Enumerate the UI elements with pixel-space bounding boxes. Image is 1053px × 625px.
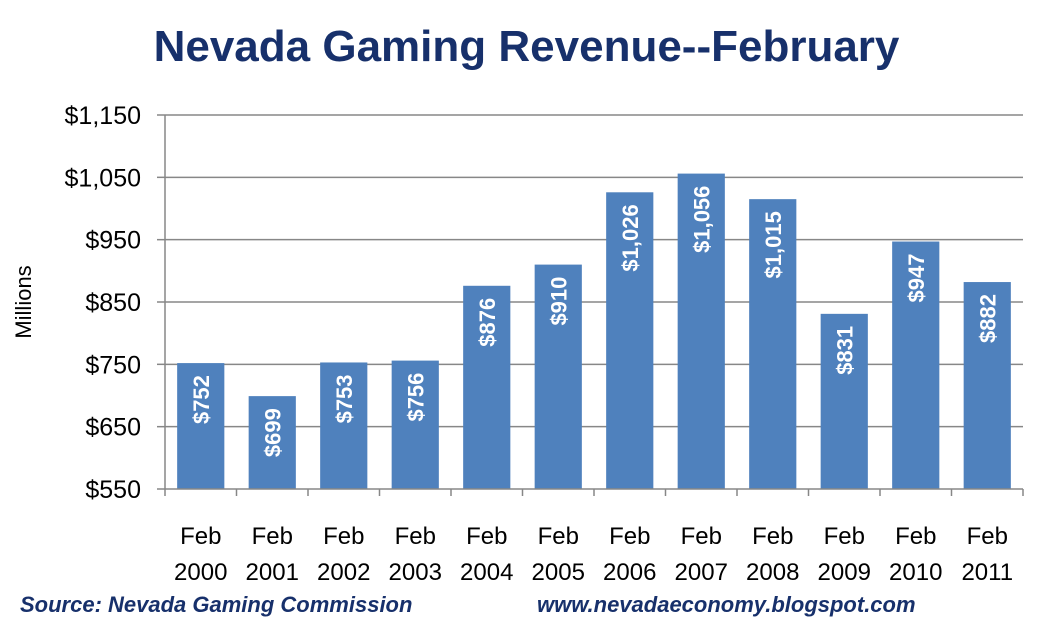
source-note: Source: Nevada Gaming Commission (20, 592, 413, 617)
bars (177, 173, 1011, 490)
bar (892, 241, 940, 489)
data-label: $1,026 (618, 204, 643, 271)
data-label: $1,015 (761, 211, 786, 278)
x-tick-label: Feb 2001 (246, 523, 299, 586)
y-tick-label: $650 (85, 414, 141, 442)
x-tick-label: Feb 2003 (389, 523, 442, 586)
y-tick-label: $750 (85, 351, 141, 379)
bar (963, 282, 1011, 489)
bar (248, 396, 296, 489)
y-tick-label: $550 (85, 476, 141, 504)
x-tick-label: Feb 2007 (675, 523, 728, 586)
bar (677, 173, 725, 490)
data-label: $882 (975, 294, 1000, 343)
x-axis-tick-labels: Feb 2000 Feb 2001 Feb 2002 Feb 2003 Feb 2004 Feb 20… (174, 523, 1013, 586)
data-label: $753 (332, 374, 357, 423)
data-label: $752 (189, 375, 214, 424)
x-tick-label: Feb 2000 (174, 523, 227, 586)
bar (463, 285, 511, 489)
bar (606, 192, 654, 489)
y-tick-label: $950 (85, 227, 141, 255)
data-label: $1,056 (689, 186, 714, 253)
x-tick-label: Feb 2008 (746, 523, 799, 586)
bar (820, 313, 868, 489)
x-tick-label: Feb 2005 (532, 523, 585, 586)
y-tick-label: $1,150 (65, 102, 141, 130)
bar (534, 264, 582, 489)
x-tick-label: Feb 2009 (818, 523, 871, 586)
bar (177, 363, 225, 489)
x-tick-label: Feb 2010 (889, 523, 942, 586)
x-tick-label: Feb 2006 (603, 523, 656, 586)
y-tick-label: $1,050 (65, 164, 141, 192)
chart-title: Nevada Gaming Revenue--February (153, 22, 900, 71)
axes (164, 115, 1024, 496)
x-tick-label: Feb 2002 (317, 523, 370, 586)
data-label: $910 (546, 277, 571, 326)
data-label: $699 (260, 408, 285, 457)
gridlines (157, 114, 1023, 490)
y-axis-label: Millions (11, 265, 36, 338)
source-url: www.nevadaeconomy.blogspot.com (537, 592, 916, 617)
data-labels: $752 $699 $753 $756 $876 $910 $1,026 $1,056 $1,0… (189, 186, 1001, 457)
y-axis-tick-labels: $550 $650 $750 $850 $950 $1,050 $1,150 (65, 102, 141, 504)
bar (320, 362, 368, 489)
x-tick-label: Feb 2004 (460, 523, 513, 586)
bar (391, 360, 439, 489)
data-label: $756 (403, 373, 428, 422)
data-label: $947 (904, 254, 929, 303)
y-tick-label: $850 (85, 289, 141, 317)
data-label: $831 (832, 326, 857, 375)
data-label: $876 (475, 298, 500, 347)
bar (749, 199, 797, 489)
x-tick-label: Feb 2011 (961, 523, 1013, 586)
